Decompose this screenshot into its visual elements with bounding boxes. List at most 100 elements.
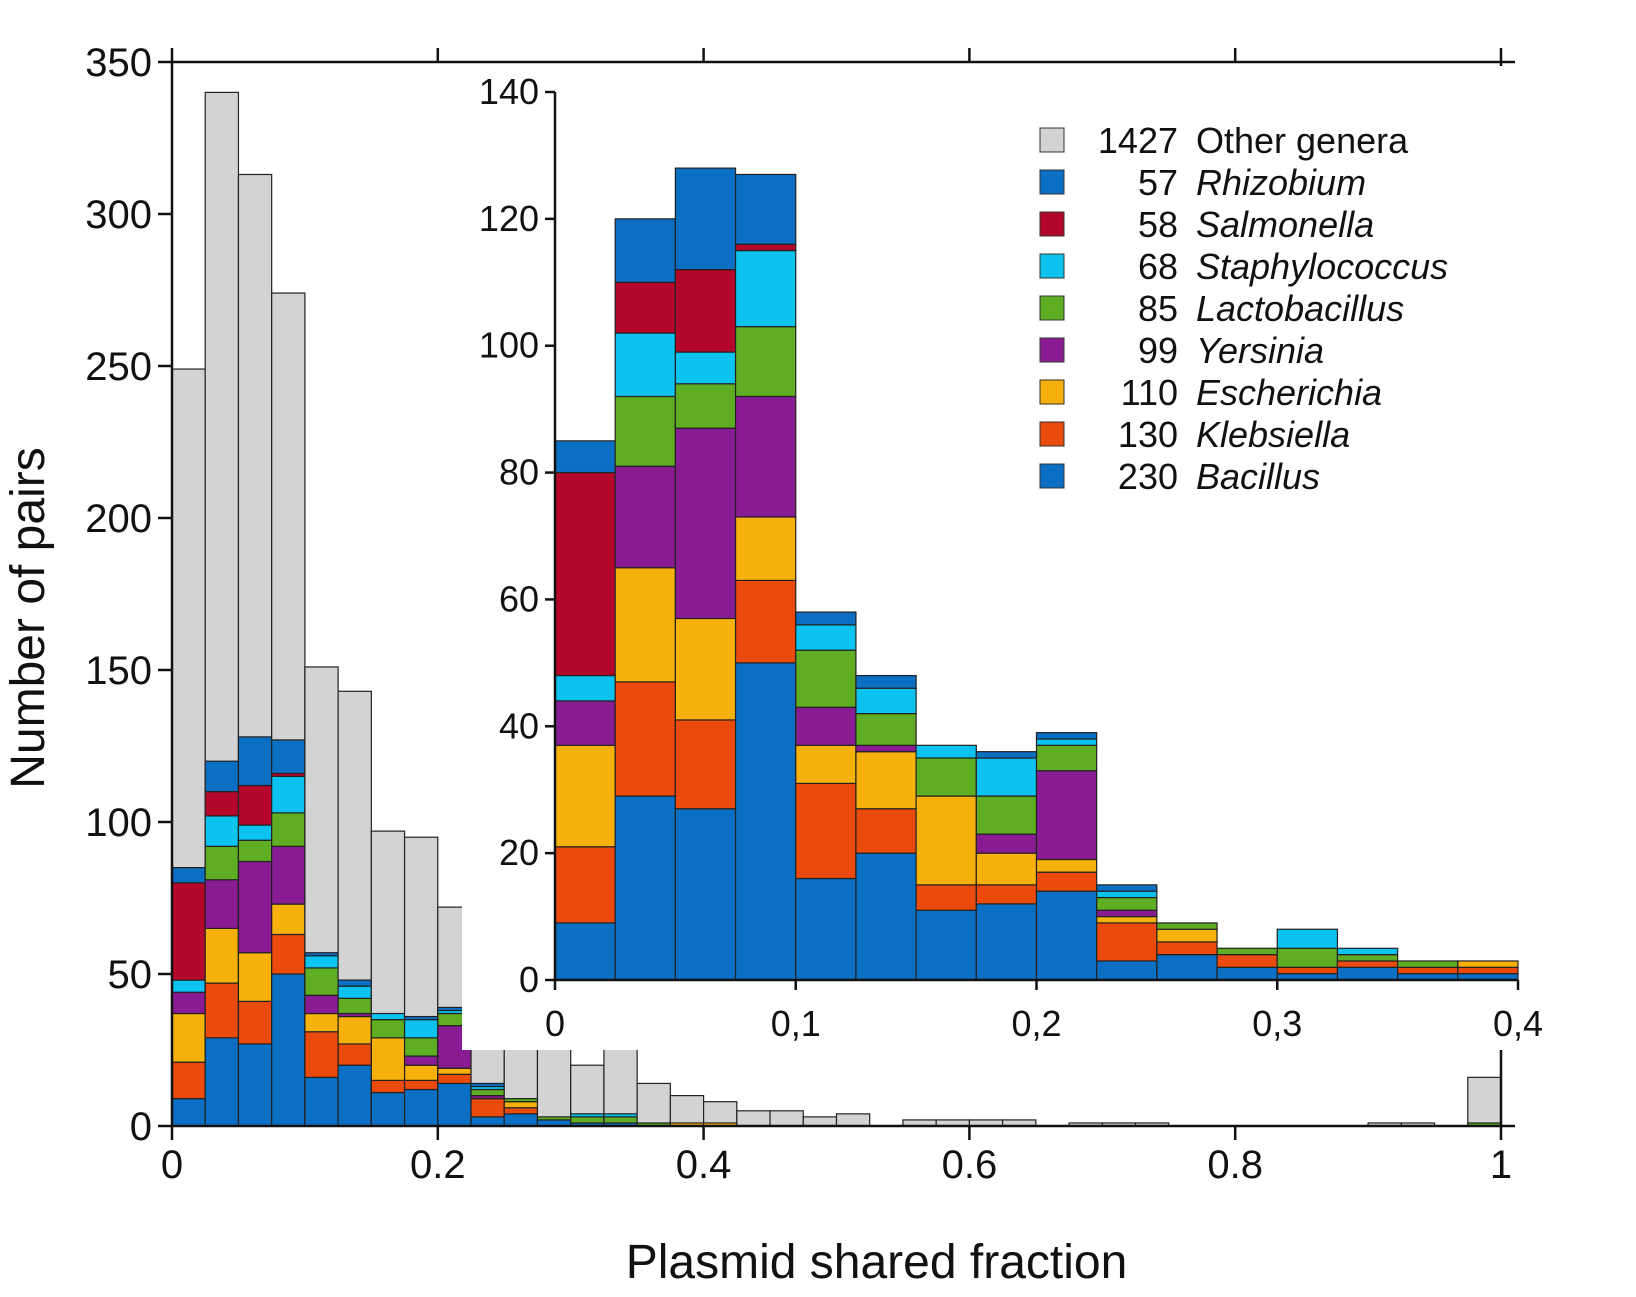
main-x-tick-label: 0.8 [1207, 1143, 1263, 1187]
main-bar-escherichia [337, 1015, 372, 1045]
main-bar-bacillus [370, 1091, 406, 1127]
inset-bar-yersinia [975, 833, 1038, 854]
inset-bar-bacillus [734, 662, 797, 981]
main-bar-bacillus [503, 1113, 539, 1127]
inset-bar-rhizobium [855, 674, 917, 689]
inset-bar-salmonella [614, 281, 676, 334]
inset-bar-yersinia [1035, 770, 1098, 861]
main-x-axis-title: Plasmid shared fraction [626, 1236, 1128, 1289]
inset-bar-escherichia [975, 852, 1038, 886]
main-y-tick-label: 300 [85, 193, 152, 237]
inset-bar-klebsiella [1276, 966, 1339, 975]
inset-bar-staphylococcus [1276, 928, 1339, 949]
legend-count-escherichia: 110 [1121, 372, 1178, 413]
inset-bar-lactobacillus [1156, 922, 1218, 930]
main-bar-klebsiella [403, 1079, 439, 1091]
inset-bar-klebsiella [795, 782, 857, 880]
inset-bar-rhizobium [1096, 884, 1158, 892]
legend-label-bacillus: Bacillus [1196, 456, 1320, 497]
inset-chart: 0 20 40 60 80 100 120 140 0 0,1 0,2 0,3 0,4 1427 Othe… [462, 66, 1543, 1050]
main-bar-lactobacillus [603, 1116, 638, 1124]
legend-label-other-genera: Other genera [1196, 120, 1409, 161]
main-y-tick-label: 200 [85, 497, 152, 541]
main-bar-other-genera [669, 1094, 705, 1127]
legend-swatch-salmonella [1039, 211, 1065, 237]
inset-bar-lactobacillus [975, 795, 1038, 835]
legend-count-salmonella: 58 [1138, 204, 1178, 245]
main-bar-klebsiella [370, 1079, 406, 1094]
main-bar-escherichia [503, 1101, 539, 1109]
main-bar-bacillus [304, 1076, 339, 1127]
main-y-tick-label: 100 [85, 801, 152, 845]
main-x-tick-label: 0 [161, 1143, 183, 1187]
inset-y-tick-label: 60 [499, 578, 539, 619]
main-bar-lactobacillus [304, 967, 339, 996]
main-x-tick-label: 1 [1490, 1143, 1512, 1187]
inset-bar-yersinia [614, 465, 676, 569]
main-bar-klebsiella [171, 1061, 206, 1100]
inset-bar-staphylococcus [734, 249, 797, 328]
main-bar-klebsiella [237, 1000, 273, 1045]
main-bar-bacillus [470, 1116, 505, 1127]
main-bar-bacillus [437, 1082, 472, 1127]
inset-bar-klebsiella [1336, 960, 1399, 968]
main-bar-escherichia [237, 952, 273, 1002]
inset-bar-klebsiella [1397, 966, 1459, 975]
inset-bar-escherichia [1035, 858, 1098, 873]
inset-bar-bacillus [1216, 966, 1278, 981]
main-bar-staphylococcus [237, 824, 273, 841]
main-bar-klebsiella [271, 933, 306, 975]
inset-bar-klebsiella [975, 884, 1038, 905]
main-bar-other-genera [835, 1113, 871, 1127]
main-y-tick-label: 0 [130, 1105, 152, 1149]
inset-bar-bacillus [554, 922, 616, 981]
legend-label-rhizobium: Rhizobium [1196, 162, 1366, 203]
inset-bar-bacillus [975, 903, 1038, 981]
main-bar-other-genera [802, 1116, 838, 1127]
main-bar-klebsiella [470, 1098, 505, 1118]
inset-bar-klebsiella [915, 884, 977, 911]
main-bar-bacillus [271, 973, 306, 1127]
main-bar-lactobacillus [271, 812, 306, 847]
main-y-tick-label: 50 [108, 953, 153, 997]
inset-bar-staphylococcus [1035, 738, 1098, 746]
main-bar-staphylococcus [370, 1012, 406, 1021]
legend-swatch-rhizobium [1039, 169, 1065, 195]
inset-x-tick-label: 0,2 [1011, 1003, 1061, 1044]
main-bar-lactobacillus [470, 1088, 505, 1097]
main-bar-escherichia [304, 1012, 339, 1033]
inset-bar-staphylococcus [614, 332, 676, 398]
main-bar-rhizobium [204, 760, 240, 793]
inset-bar-klebsiella [1216, 954, 1278, 968]
inset-bar-lactobacillus [915, 757, 977, 797]
main-bar-other-genera [769, 1110, 804, 1127]
inset-bar-yersinia [795, 706, 857, 746]
legend-count-yersinia: 99 [1138, 330, 1178, 371]
inset-bar-klebsiella [855, 808, 917, 854]
inset-bar-yersinia [1096, 909, 1158, 918]
main-bar-rhizobium [171, 866, 206, 884]
legend-count-klebsiella: 130 [1118, 414, 1178, 455]
main-bar-yersinia [171, 991, 206, 1015]
inset-x-tick-label: 0 [545, 1003, 565, 1044]
main-bar-escherichia [403, 1064, 439, 1081]
inset-bar-escherichia [915, 795, 977, 886]
inset-x-tick-label: 0,3 [1252, 1003, 1302, 1044]
legend-swatch-lactobacillus [1039, 295, 1065, 321]
main-bar-rhizobium [403, 1015, 439, 1021]
inset-bar-yersinia [855, 744, 917, 753]
main-bar-yersinia [237, 860, 273, 954]
main-bar-salmonella [237, 784, 273, 826]
main-bar-other-genera [1467, 1076, 1502, 1127]
main-bar-rhizobium [237, 736, 273, 787]
main-bar-lactobacillus [370, 1018, 406, 1039]
main-bar-bacillus [171, 1098, 206, 1127]
main-bar-staphylococcus [403, 1018, 439, 1039]
inset-bar-lactobacillus [614, 395, 676, 467]
inset-bar-klebsiella [1096, 922, 1158, 962]
main-bar-escherichia [271, 903, 306, 936]
inset-bar-staphylococcus [1096, 890, 1158, 899]
inset-bar-lactobacillus [1336, 954, 1399, 962]
inset-bar-escherichia [855, 751, 917, 810]
